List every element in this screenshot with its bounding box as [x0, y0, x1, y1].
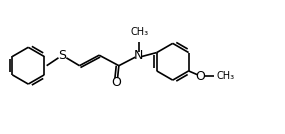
Text: O: O [196, 70, 205, 83]
Text: N: N [134, 49, 143, 62]
Text: CH₃: CH₃ [130, 27, 148, 38]
Text: O: O [111, 76, 121, 89]
Text: CH₃: CH₃ [216, 71, 234, 81]
Text: S: S [58, 49, 66, 62]
